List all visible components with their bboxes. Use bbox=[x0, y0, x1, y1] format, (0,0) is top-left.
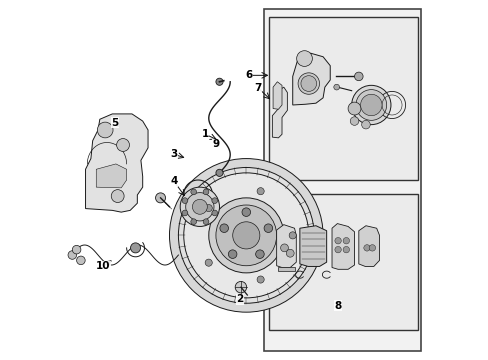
Text: 4: 4 bbox=[170, 176, 177, 186]
Circle shape bbox=[242, 208, 250, 216]
Circle shape bbox=[355, 90, 386, 120]
Polygon shape bbox=[278, 267, 294, 271]
Circle shape bbox=[169, 158, 323, 312]
Circle shape bbox=[360, 94, 381, 116]
Circle shape bbox=[334, 247, 341, 253]
Circle shape bbox=[77, 256, 85, 265]
Circle shape bbox=[232, 222, 259, 249]
Text: 10: 10 bbox=[96, 261, 110, 271]
Polygon shape bbox=[299, 226, 326, 266]
Circle shape bbox=[182, 198, 187, 203]
Circle shape bbox=[155, 193, 165, 203]
Circle shape bbox=[349, 117, 358, 125]
Circle shape bbox=[298, 73, 319, 94]
Circle shape bbox=[343, 238, 349, 244]
Polygon shape bbox=[96, 164, 126, 188]
Bar bbox=[268, 194, 417, 330]
Circle shape bbox=[111, 190, 124, 203]
Circle shape bbox=[285, 249, 294, 257]
Polygon shape bbox=[272, 87, 287, 138]
Text: 9: 9 bbox=[212, 139, 219, 149]
Circle shape bbox=[203, 189, 208, 195]
Circle shape bbox=[361, 120, 369, 129]
Circle shape bbox=[220, 224, 228, 233]
Circle shape bbox=[343, 247, 349, 253]
Circle shape bbox=[228, 250, 237, 258]
Circle shape bbox=[205, 259, 212, 266]
Circle shape bbox=[334, 238, 341, 244]
Circle shape bbox=[333, 84, 339, 90]
Bar bbox=[268, 18, 417, 180]
Polygon shape bbox=[358, 226, 379, 266]
Circle shape bbox=[216, 205, 276, 266]
Circle shape bbox=[347, 102, 360, 115]
Circle shape bbox=[190, 219, 196, 225]
Text: 8: 8 bbox=[334, 301, 341, 311]
Circle shape bbox=[180, 187, 219, 226]
Polygon shape bbox=[276, 225, 296, 267]
Circle shape bbox=[264, 224, 272, 233]
Circle shape bbox=[205, 204, 212, 212]
Circle shape bbox=[208, 198, 283, 273]
Circle shape bbox=[354, 72, 363, 81]
Circle shape bbox=[116, 139, 129, 152]
Text: 2: 2 bbox=[236, 294, 243, 304]
Circle shape bbox=[192, 199, 207, 214]
Circle shape bbox=[185, 193, 214, 221]
Bar bbox=[264, 9, 421, 351]
Text: 1: 1 bbox=[201, 129, 208, 139]
Text: 7: 7 bbox=[254, 83, 261, 93]
Circle shape bbox=[72, 246, 81, 254]
Circle shape bbox=[68, 251, 77, 259]
Circle shape bbox=[257, 276, 264, 283]
Circle shape bbox=[296, 51, 312, 66]
Circle shape bbox=[288, 232, 296, 239]
Text: 5: 5 bbox=[111, 118, 119, 128]
Circle shape bbox=[211, 198, 217, 203]
Circle shape bbox=[351, 85, 390, 125]
Circle shape bbox=[216, 78, 223, 85]
Circle shape bbox=[182, 210, 187, 216]
Circle shape bbox=[97, 122, 113, 138]
Circle shape bbox=[368, 245, 375, 251]
Text: 3: 3 bbox=[170, 149, 177, 159]
Circle shape bbox=[211, 210, 217, 216]
Circle shape bbox=[280, 244, 288, 252]
Polygon shape bbox=[331, 224, 354, 269]
Text: 6: 6 bbox=[244, 70, 252, 80]
Circle shape bbox=[190, 189, 196, 195]
Circle shape bbox=[130, 243, 140, 253]
Polygon shape bbox=[292, 53, 329, 105]
Circle shape bbox=[257, 188, 264, 195]
Circle shape bbox=[363, 245, 369, 251]
Circle shape bbox=[255, 250, 264, 258]
Circle shape bbox=[300, 76, 316, 91]
Circle shape bbox=[216, 169, 223, 176]
Polygon shape bbox=[85, 114, 148, 212]
Circle shape bbox=[203, 219, 208, 225]
Circle shape bbox=[178, 167, 313, 303]
Circle shape bbox=[183, 173, 308, 298]
Circle shape bbox=[235, 282, 246, 293]
Polygon shape bbox=[272, 82, 282, 109]
